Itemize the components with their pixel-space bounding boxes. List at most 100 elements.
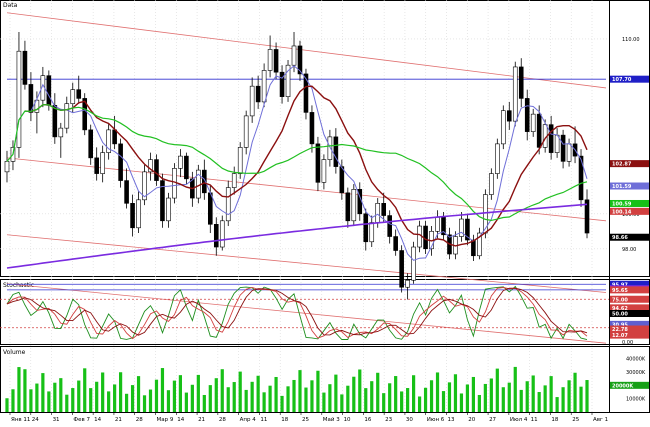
candle-down	[207, 192, 213, 225]
volume-bar	[417, 396, 422, 412]
candle-down	[160, 180, 165, 222]
candle-down	[154, 159, 159, 181]
x-tick-label: 11	[531, 417, 538, 423]
volume-bar	[495, 368, 499, 412]
candle-down	[22, 50, 28, 85]
volume-bar	[160, 368, 165, 412]
volume-bar	[136, 376, 141, 412]
volume-bar	[525, 381, 529, 412]
value-badge-label: 101.59	[612, 184, 632, 190]
volume-bar	[322, 392, 326, 412]
value-badge-label: 94.62	[612, 306, 628, 312]
candle-up	[64, 103, 70, 129]
x-tick-label: 25	[572, 417, 579, 423]
stoch-k-line	[6, 285, 588, 341]
volume-bar	[334, 374, 338, 412]
candle-down	[471, 239, 476, 257]
volume-bar	[41, 373, 45, 412]
volume-bar	[190, 384, 194, 412]
candle-up	[225, 187, 231, 222]
volume-bar	[166, 390, 171, 412]
volume-y-tick-label: 30000K	[626, 370, 646, 376]
stoch-slow-line	[6, 287, 588, 336]
volume-bar	[382, 393, 386, 412]
value-badge	[610, 304, 649, 312]
candle-down	[387, 215, 392, 237]
ma-slow-line	[6, 104, 588, 222]
volume-y-tick-label: 40000K	[626, 357, 646, 363]
candle-up	[369, 222, 375, 243]
volume-bar	[453, 374, 458, 412]
trend-line	[6, 283, 607, 344]
volume-bar	[250, 381, 254, 412]
volume-bar	[47, 391, 51, 412]
x-tick-label: Апр 4	[240, 417, 257, 423]
volume-bar	[316, 370, 320, 412]
volume-bar	[53, 382, 57, 412]
volume-bar	[11, 389, 15, 412]
volume-bar	[232, 382, 236, 412]
volume-bar	[340, 394, 344, 412]
candle-up	[237, 147, 243, 174]
value-badge-label: 22.78	[612, 327, 628, 333]
candle-down	[381, 203, 387, 216]
candle-down	[82, 98, 88, 131]
volume-bar	[292, 379, 296, 412]
volume-bar	[208, 385, 212, 412]
candle-down	[46, 75, 52, 106]
volume-bar	[519, 389, 523, 412]
value-badge-label: 95.97	[612, 282, 628, 288]
candle-up	[261, 70, 267, 103]
volume-bar	[543, 385, 547, 412]
value-badge-label: 100.14	[612, 209, 632, 215]
candle-down	[345, 192, 351, 222]
candle-down	[536, 113, 542, 148]
volume-y-tick-label: 10000K	[626, 397, 646, 403]
volume-bar	[501, 387, 505, 412]
candle-down	[524, 98, 530, 132]
candle-down	[118, 143, 123, 181]
price-badges: 107.70 102.87 101.59 100.59 100.14 98.66 95.97…	[610, 75, 649, 389]
candle-up	[417, 225, 422, 248]
volume-bar	[388, 383, 392, 412]
candle-down	[393, 236, 398, 251]
candle-down	[273, 49, 279, 73]
candle-down	[297, 45, 303, 75]
value-badge	[610, 325, 649, 333]
ma-long-line	[6, 203, 588, 269]
volume-bar	[29, 389, 33, 412]
x-tick-label: 18	[551, 417, 558, 423]
candle-down	[560, 134, 566, 162]
candle-up	[249, 85, 255, 117]
volume-bar	[107, 391, 111, 412]
volume-bar	[214, 378, 218, 412]
volume-bar	[447, 382, 452, 412]
volume-panel-label: Volume	[3, 349, 26, 356]
x-tick-label: 21	[115, 417, 122, 423]
volume-bar	[89, 388, 93, 412]
candle-up	[142, 171, 147, 201]
volume-bar	[310, 380, 314, 412]
volume-bar	[148, 389, 153, 412]
candle-down	[76, 89, 82, 99]
candle-down	[363, 213, 369, 243]
volume-bar	[513, 366, 517, 412]
value-badge-label: 20000K	[612, 383, 634, 389]
candle-up	[321, 159, 327, 183]
candle-down	[88, 129, 94, 159]
volume-bars	[5, 366, 589, 412]
candle-up	[16, 50, 22, 148]
volume-bar	[59, 378, 63, 412]
volume-bar	[119, 372, 123, 412]
candle-down	[578, 155, 584, 201]
x-tick-label: 31	[53, 417, 60, 423]
x-tick-label: 30	[406, 417, 413, 423]
candle-up	[459, 218, 464, 237]
volume-bar	[507, 382, 511, 412]
volume-bar	[477, 394, 481, 412]
x-tick-label: 28	[219, 417, 226, 423]
candle-down	[333, 136, 339, 167]
volume-bar	[184, 392, 188, 412]
value-badge	[610, 207, 649, 215]
